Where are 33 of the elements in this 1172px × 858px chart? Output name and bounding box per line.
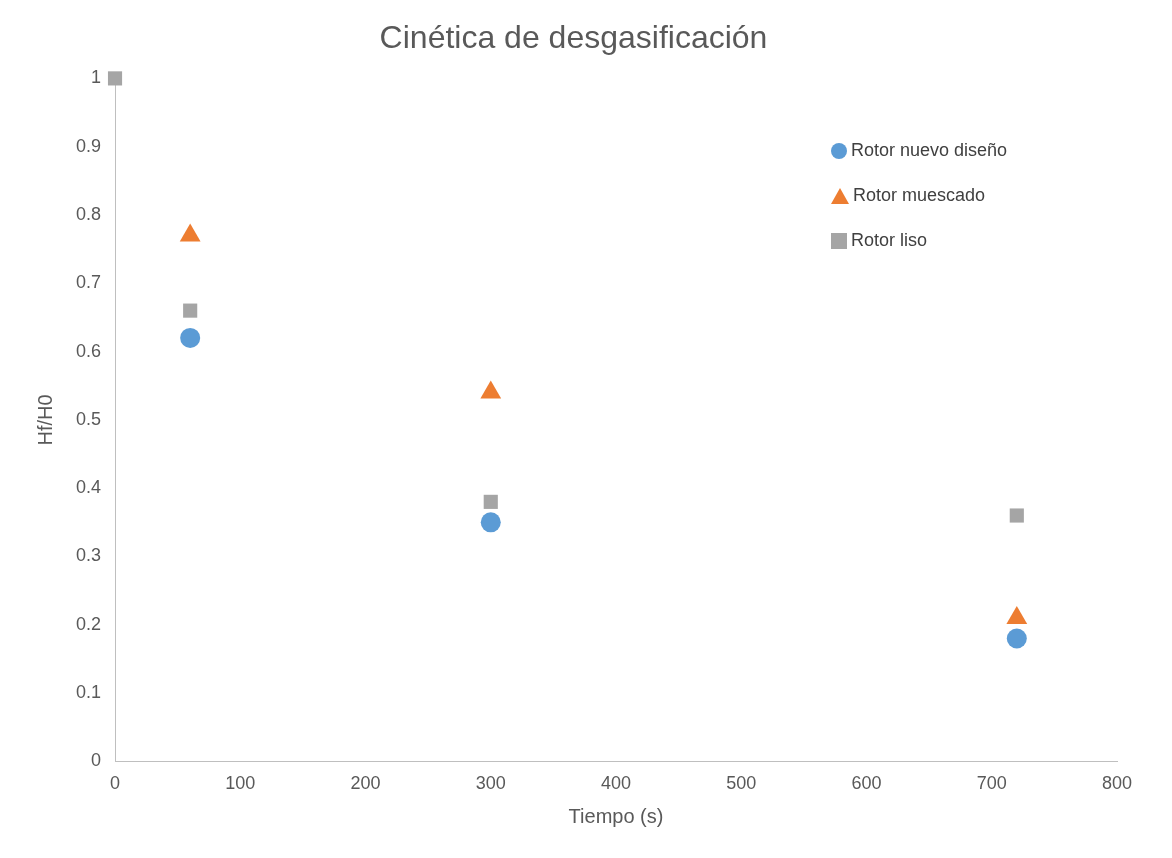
- y-tick-label: 0.3: [75, 545, 102, 566]
- x-axis-title: Tiempo (s): [568, 804, 664, 827]
- x-tick-label: 400: [600, 773, 632, 794]
- y-axis-title: Hf/H0: [33, 394, 56, 446]
- x-tick-label: 600: [851, 773, 882, 794]
- x-tick-label: 300: [475, 773, 506, 794]
- point: [180, 327, 201, 348]
- x-tick-label: 200: [350, 773, 381, 794]
- legend-label: Rotor muescado: [853, 185, 986, 207]
- y-tick-label: 1: [91, 67, 102, 88]
- y-tick-label: 0.7: [75, 272, 102, 293]
- x-tick-label: 0: [110, 773, 121, 794]
- point: [483, 494, 498, 509]
- y-tick-label: 0.1: [75, 682, 102, 703]
- y-tick-label: 0.6: [75, 340, 102, 361]
- legend-label: Rotor nuevo diseño: [851, 140, 1008, 162]
- point: [107, 71, 123, 86]
- y-tick-label: 0.4: [75, 477, 102, 498]
- x-tick-label: 100: [225, 773, 256, 794]
- legend-label: Rotor liso: [851, 230, 928, 252]
- y-tick-label: 0.9: [75, 135, 102, 156]
- point: [1009, 508, 1024, 523]
- x-tick-label: 500: [726, 773, 757, 794]
- point: [183, 303, 198, 318]
- y-tick-label: 0.2: [75, 613, 102, 634]
- x-tick-label: 800: [1101, 773, 1133, 794]
- y-tick-label: 0.5: [75, 408, 102, 429]
- point: [480, 512, 501, 533]
- y-tick-label: 0.8: [75, 203, 102, 224]
- chart-title: Cinética de desgasificación: [379, 19, 768, 56]
- x-tick-label: 700: [976, 773, 1007, 794]
- point: [1006, 628, 1027, 649]
- y-tick-label: 0: [91, 750, 102, 771]
